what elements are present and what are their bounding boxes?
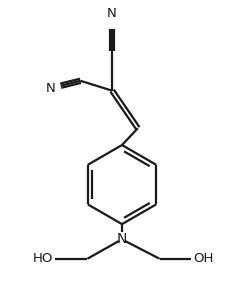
Text: N: N [107,7,117,20]
Text: N: N [117,232,127,246]
Text: N: N [46,82,56,95]
Text: OH: OH [193,252,214,265]
Text: HO: HO [32,252,53,265]
